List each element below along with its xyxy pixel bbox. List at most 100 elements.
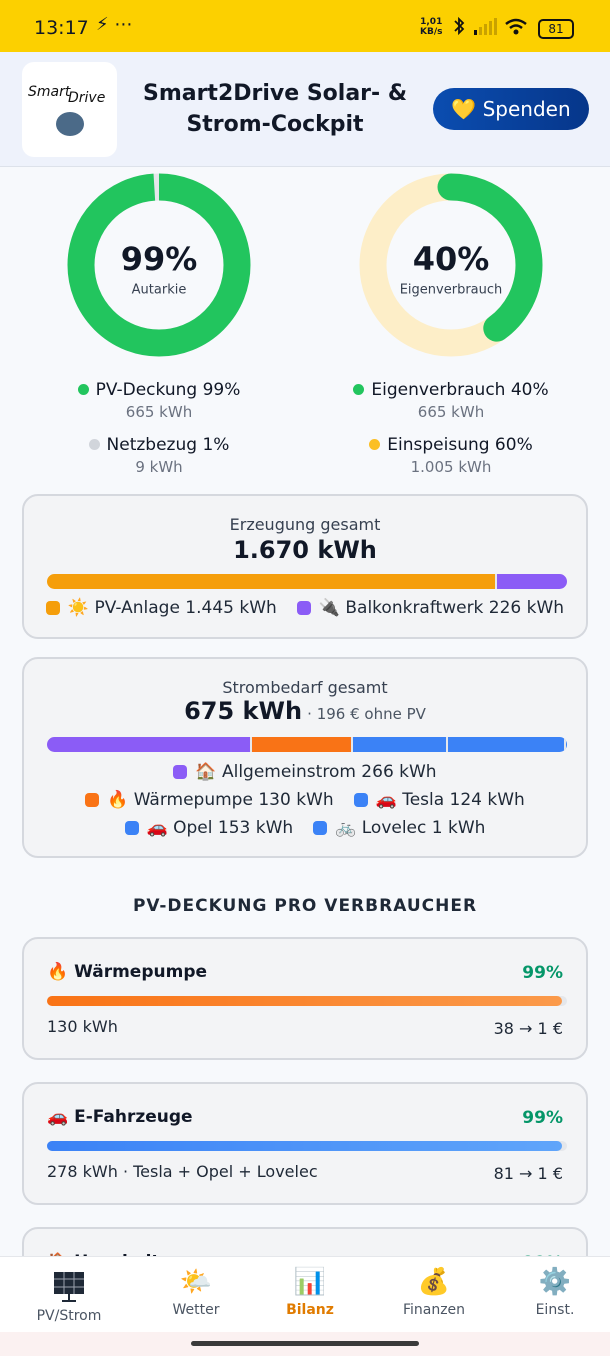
nav-label[interactable]: Finanzen [402, 1302, 466, 1318]
progress-bar [47, 996, 562, 1006]
bar-segment [496, 574, 567, 589]
consumer-card: 🔥 Wärmepumpe 99% 130 kWh 38 → 1 € [22, 937, 588, 1060]
bar-segment [47, 737, 253, 752]
ring-legend-item: PV-Deckung 99% [9, 380, 309, 400]
nav-label[interactable]: PV/Strom [36, 1308, 102, 1324]
consumer-card: 🚗 E-Fahrzeuge 99% 278 kWh · Tesla + Opel +… [22, 1082, 588, 1205]
logo-text: Drive [68, 90, 106, 106]
status-bar: 13:17 ⚡ ⋯ 1,01 KB/s 81 [0, 0, 610, 52]
bar-segment [252, 737, 353, 752]
bar-segment [566, 737, 567, 752]
nav-icon: 🌤️ [179, 1267, 213, 1297]
ring-value: 40% [413, 240, 490, 278]
net-speed-unit: KB/s [420, 27, 443, 37]
consumer-energy: 130 kWh [47, 1017, 118, 1036]
legend-dot [77, 384, 89, 395]
consumer-percent: 99% [522, 1108, 563, 1128]
consumer-cost: 81 → 1 € [493, 1164, 563, 1183]
card-total-line: 675 kWh · 196 € ohne PV [24, 697, 586, 725]
legend-item: 🔥 Wärmepumpe 130 kWh [85, 790, 334, 810]
legend-label: 🚲 Lovelec 1 kWh [335, 818, 486, 838]
legend-row: 🏠 Allgemeinstrom 266 kWh [24, 762, 586, 782]
consumer-energy: 278 kWh · Tesla + Opel + Lovelec [47, 1162, 318, 1181]
legend-label: ☀️ PV-Anlage 1.445 kWh [67, 598, 277, 618]
bar-segment [47, 574, 497, 589]
legend-label: 🚗 Tesla 124 kWh [375, 790, 525, 810]
legend-swatch [173, 765, 188, 779]
nav-label[interactable]: Wetter [172, 1302, 220, 1318]
bar-segment [352, 737, 449, 752]
card-title: Strombedarf gesamt [222, 678, 388, 697]
bottom-nav: PV/Strom 🌤️ Wetter 📊 Bilanz 💰 Finanzen ⚙️ Einst. [0, 1256, 610, 1333]
legend-swatch [85, 793, 100, 807]
legend-swatch [296, 601, 311, 615]
consumer-name: 🚗 E-Fahrzeuge [47, 1107, 193, 1127]
legend-dot [88, 439, 100, 450]
legend-swatch [353, 793, 368, 807]
legend-label: Einspeisung 60% [387, 435, 533, 455]
consumer-percent: 99% [522, 963, 563, 983]
legend-item: 🔌 Balkonkraftwerk 226 kWh [296, 598, 565, 618]
net-speed: 1,01 KB/s [420, 17, 442, 37]
legend-item: 🚲 Lovelec 1 kWh [313, 818, 485, 838]
ring-label: Eigenverbrauch [400, 283, 503, 298]
header: Smart Drive Smart2Drive Solar- & Strom-C… [0, 52, 610, 167]
progress-track [47, 1141, 567, 1151]
battery: 81 [538, 19, 574, 39]
legend-sub: 665 kWh [125, 403, 193, 421]
legend-label: 🏠 Allgemeinstrom 266 kWh [195, 762, 437, 782]
legend-row: 🔥 Wärmepumpe 130 kWh 🚗 Tesla 124 kWh [24, 790, 586, 810]
ring-label: Autarkie [132, 283, 187, 298]
legend-item: ☀️ PV-Anlage 1.445 kWh [45, 598, 277, 618]
nav-icon: 📊 [293, 1267, 327, 1297]
card-note: · 196 € ohne PV [307, 705, 426, 723]
demand-card: Strombedarf gesamt 675 kWh · 196 € ohne … [22, 657, 588, 858]
logo-text: Smart [28, 84, 71, 100]
legend-label: Netzbezug 1% [106, 435, 230, 455]
nav-label[interactable]: Bilanz [286, 1302, 334, 1318]
progress-bar [47, 1141, 562, 1151]
ring-legend-item: Eigenverbrauch 40% [301, 380, 601, 400]
ring-arc [67, 173, 251, 357]
card-total: 675 kWh [184, 697, 303, 725]
card-title: Erzeugung gesamt [229, 515, 381, 534]
ring-charts: 99% Autarkie 40% Eigenverbrauch [67, 173, 543, 357]
logo: Smart Drive [22, 62, 117, 157]
section-title: PV-DECKUNG PRO VERBRAUCHER [132, 896, 478, 916]
gesture-area [0, 1332, 610, 1356]
app-title: Smart2Drive Solar- & Strom-Cockpit [142, 81, 408, 137]
clock: 13:17 [34, 17, 89, 39]
home-indicator [191, 1341, 419, 1346]
legend-dot [369, 439, 381, 450]
nav-icon-solar [54, 1272, 84, 1302]
legend-row: ☀️ PV-Anlage 1.445 kWh 🔌 Balkonkraftwerk … [24, 598, 586, 618]
legend-label: 🔌 Balkonkraftwerk 226 kWh [318, 598, 565, 618]
legend-swatch [313, 821, 328, 835]
ring-value: 99% [121, 240, 198, 278]
legend-swatch [45, 601, 60, 615]
nav-icon: ⚙️ [538, 1267, 572, 1297]
ring-arc [359, 173, 543, 357]
stacked-bar [47, 574, 567, 589]
legend-swatch [124, 821, 139, 835]
bar-segment [448, 737, 567, 752]
status-icons: ⚡ ⋯ [96, 14, 133, 35]
ring-legend-item: Einspeisung 60% [301, 435, 601, 455]
ring-legend-item: Netzbezug 1% [9, 435, 309, 455]
legend-sub: 1.005 kWh [410, 458, 492, 476]
consumer-name: 🔥 Wärmepumpe [47, 962, 208, 982]
signal-icons [454, 16, 527, 36]
donate-button[interactable]: 💛 Spenden [433, 88, 589, 130]
legend-item: 🚗 Tesla 124 kWh [353, 790, 525, 810]
progress-track [47, 996, 567, 1006]
legend-dot [353, 384, 365, 395]
consumer-cost: 38 → 1 € [493, 1019, 563, 1038]
legend-row: 🚗 Opel 153 kWh 🚲 Lovelec 1 kWh [24, 818, 586, 838]
card-total: 1.670 kWh [233, 536, 377, 564]
legend-sub: 665 kWh [417, 403, 485, 421]
nav-icon: 💰 [417, 1267, 451, 1297]
legend-item: 🚗 Opel 153 kWh [124, 818, 293, 838]
stacked-bar [47, 737, 567, 752]
nav-label[interactable]: Einst. [535, 1302, 575, 1318]
